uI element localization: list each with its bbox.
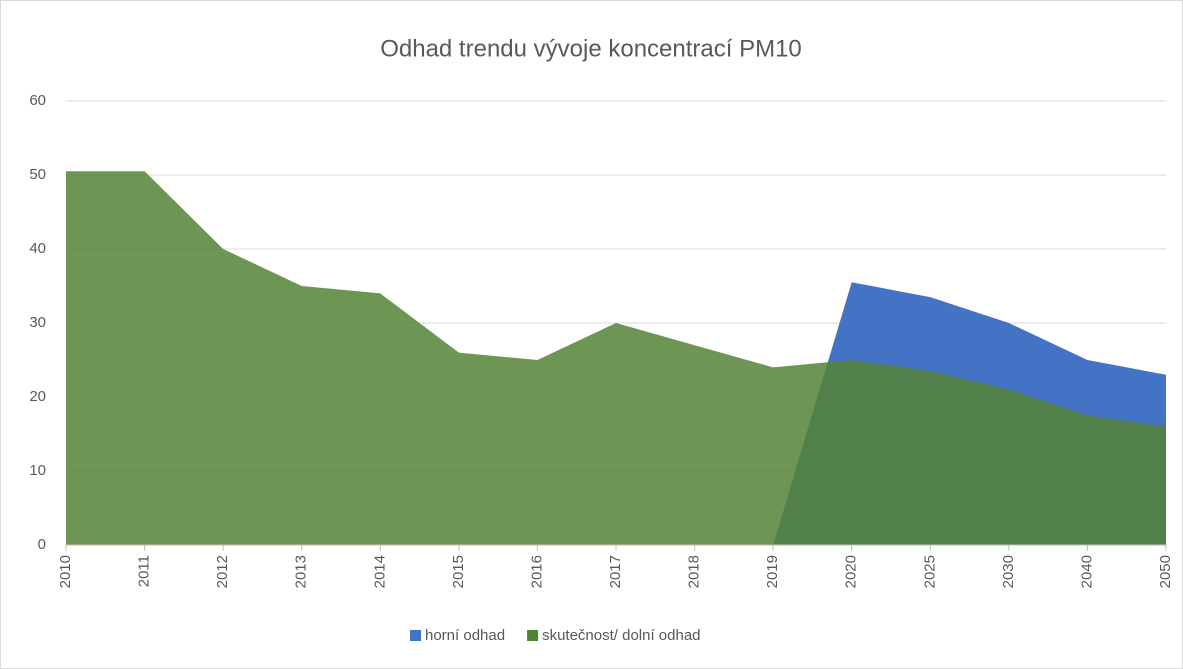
x-tick-label: 2019 <box>764 555 781 588</box>
legend-label: horní odhad <box>425 627 505 644</box>
y-tick-label: 0 <box>38 536 46 553</box>
x-tick-label: 2011 <box>136 555 153 587</box>
legend-swatch <box>410 630 421 641</box>
y-tick-label: 50 <box>29 166 46 183</box>
x-tick-label: 2010 <box>57 555 74 588</box>
legend: horní odhad skutečnost/ dolní odhad <box>410 627 701 644</box>
y-tick-label: 60 <box>29 92 46 109</box>
chart-title: Odhad trendu vývoje koncentrací PM10 <box>380 35 802 62</box>
legend-label: skutečnost/ dolní odhad <box>542 627 700 644</box>
y-tick-label: 10 <box>29 462 46 479</box>
x-tick-label: 2015 <box>450 555 467 588</box>
x-tick-label: 2014 <box>371 555 388 588</box>
x-tick-label: 2013 <box>293 555 310 588</box>
x-tick-label: 2017 <box>607 555 624 588</box>
area <box>66 171 1166 546</box>
legend-swatch <box>527 630 539 641</box>
x-tick-label: 2020 <box>843 555 860 588</box>
x-tick-label: 2018 <box>686 555 703 588</box>
y-tick-label: 30 <box>29 314 46 331</box>
x-tick-label: 2040 <box>1078 555 1095 588</box>
x-tick-label: 2012 <box>214 555 231 588</box>
x-tick-label: 2030 <box>1000 555 1017 588</box>
x-tick-label: 2025 <box>921 555 938 588</box>
y-tick-label: 20 <box>29 388 46 405</box>
y-tick-label: 40 <box>29 240 46 257</box>
x-tick-label: 2016 <box>528 555 545 588</box>
x-tick-label: 2050 <box>1157 555 1174 588</box>
